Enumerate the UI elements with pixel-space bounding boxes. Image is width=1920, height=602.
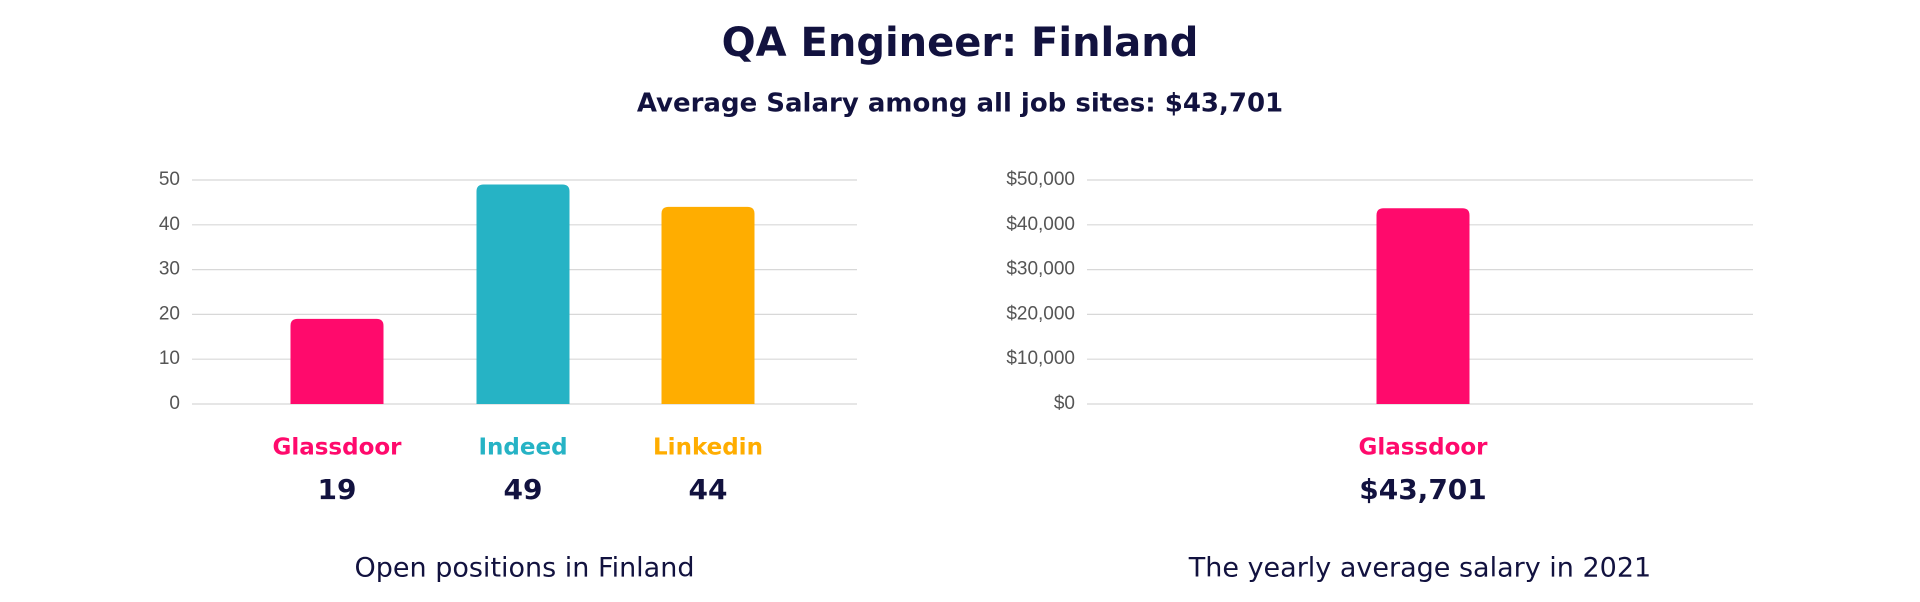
chart-caption: The yearly average salary in 2021 (1188, 553, 1651, 584)
y-tick-label: $50,000 (1006, 169, 1075, 190)
bar (1376, 208, 1470, 404)
value-label: 49 (504, 473, 543, 506)
chart-caption: Open positions in Finland (355, 553, 695, 584)
value-label: 44 (689, 473, 728, 506)
bar (476, 184, 570, 404)
title: QA Engineer: Finland (722, 20, 1199, 66)
category-label: Glassdoor (272, 435, 402, 461)
y-tick-label: 0 (169, 393, 180, 414)
y-tick-label: $0 (1054, 393, 1075, 414)
y-tick-label: 40 (159, 214, 180, 235)
bar (661, 206, 755, 404)
bar (290, 318, 384, 404)
subtitle: Average Salary among all job sites: $43,… (637, 89, 1283, 119)
y-tick-label: 10 (159, 348, 180, 369)
value-label: $43,701 (1359, 473, 1487, 506)
y-tick-label: $30,000 (1006, 259, 1075, 280)
category-label: Linkedin (653, 435, 763, 461)
category-label: Indeed (478, 435, 567, 461)
y-tick-label: $10,000 (1006, 348, 1075, 369)
category-label: Glassdoor (1358, 435, 1488, 461)
y-tick-label: 50 (159, 169, 180, 190)
y-tick-label: $40,000 (1006, 214, 1075, 235)
y-tick-label: 30 (159, 259, 180, 280)
value-label: 19 (318, 473, 357, 506)
y-tick-label: 20 (159, 303, 180, 324)
y-tick-label: $20,000 (1006, 303, 1075, 324)
